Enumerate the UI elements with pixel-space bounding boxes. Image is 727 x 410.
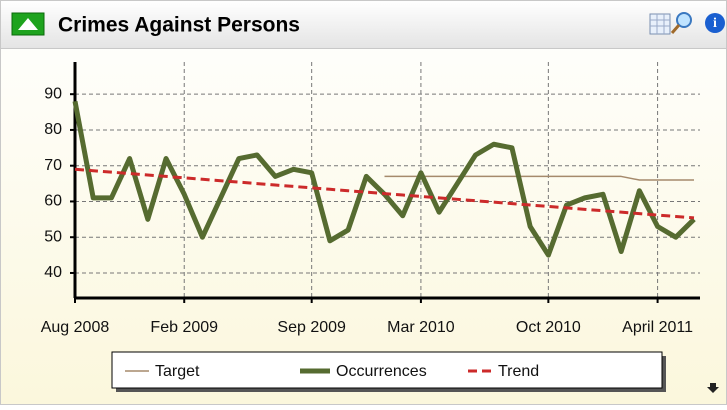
y-tick-label: 70 bbox=[44, 157, 62, 174]
x-tick-label: Mar 2010 bbox=[387, 319, 455, 336]
legend-box bbox=[111, 351, 663, 389]
x-tick-label: Oct 2010 bbox=[516, 319, 581, 336]
legend-label: Target bbox=[155, 363, 200, 380]
table-icon[interactable] bbox=[649, 13, 671, 35]
y-tick-label: 40 bbox=[44, 264, 62, 281]
y-tick-label: 60 bbox=[44, 193, 62, 210]
legend: Target Occurrences Trend bbox=[125, 363, 539, 380]
collapse-icon[interactable] bbox=[11, 12, 45, 36]
x-tick-label: Sep 2009 bbox=[277, 319, 346, 336]
zoom-icon[interactable] bbox=[670, 12, 692, 34]
info-icon[interactable]: i bbox=[705, 13, 725, 33]
legend-label: Occurrences bbox=[336, 363, 427, 380]
series-line bbox=[74, 167, 695, 220]
x-tick-label: Aug 2008 bbox=[41, 319, 110, 336]
plot: 40 50 60 70 80 90 Aug 2008 Feb 2009 Sep 2009 Mar … bbox=[41, 62, 700, 336]
widget-title: Crimes Against Persons bbox=[58, 14, 300, 37]
svg-text:i: i bbox=[713, 16, 717, 31]
legend-label: Trend bbox=[498, 363, 539, 380]
y-tick-label: 50 bbox=[44, 228, 62, 245]
header-bar bbox=[0, 0, 727, 49]
scroll-icon[interactable] bbox=[707, 383, 719, 393]
y-tick-label: 90 bbox=[44, 85, 62, 102]
y-tick-label: 80 bbox=[44, 121, 62, 138]
x-tick-label: Feb 2009 bbox=[150, 319, 218, 336]
series-line bbox=[384, 175, 694, 181]
x-tick-label: April 2011 bbox=[622, 319, 693, 336]
